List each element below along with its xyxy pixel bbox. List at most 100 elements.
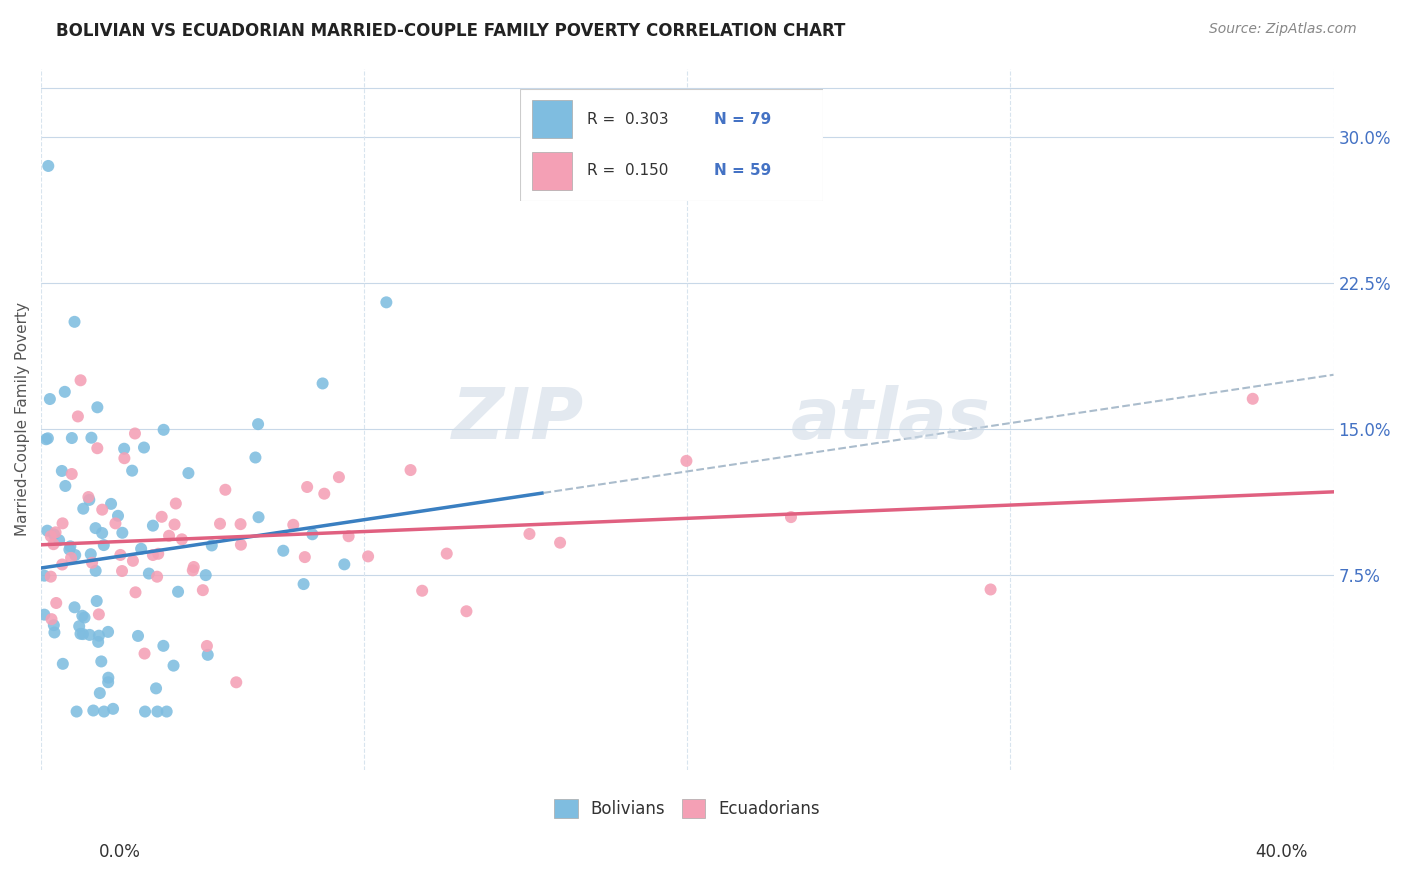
Point <box>375 295 398 310</box>
Point <box>124 585 146 599</box>
Point <box>122 554 145 568</box>
Point <box>63 315 86 329</box>
Point <box>294 550 316 565</box>
Point <box>87 607 110 622</box>
Point <box>37 524 59 538</box>
Point <box>42 618 65 632</box>
Point <box>146 570 169 584</box>
FancyBboxPatch shape <box>533 100 572 138</box>
Point <box>59 540 82 554</box>
Point <box>162 658 184 673</box>
Point <box>65 705 87 719</box>
Point <box>72 627 94 641</box>
Point <box>247 417 270 432</box>
Text: R =  0.150: R = 0.150 <box>586 163 668 178</box>
Point <box>80 431 103 445</box>
Point <box>142 548 165 562</box>
FancyBboxPatch shape <box>520 89 823 201</box>
Text: R =  0.303: R = 0.303 <box>586 112 668 127</box>
Point <box>163 517 186 532</box>
Point <box>77 490 100 504</box>
Point <box>181 563 204 577</box>
Point <box>148 547 170 561</box>
Point <box>73 610 96 624</box>
Point <box>37 431 59 445</box>
Y-axis label: Married-Couple Family Poverty: Married-Couple Family Poverty <box>15 302 30 536</box>
Point <box>90 655 112 669</box>
Point <box>156 705 179 719</box>
Point <box>93 538 115 552</box>
Point <box>51 464 73 478</box>
Point <box>519 527 541 541</box>
Point <box>89 686 111 700</box>
Point <box>146 705 169 719</box>
Point <box>80 547 103 561</box>
Text: atlas: atlas <box>790 384 990 454</box>
Point <box>86 401 108 415</box>
Point <box>52 516 75 531</box>
Point <box>45 525 67 540</box>
Point <box>675 454 697 468</box>
Point <box>86 441 108 455</box>
Point <box>142 518 165 533</box>
Point <box>194 568 217 582</box>
Point <box>91 502 114 516</box>
Point <box>66 409 89 424</box>
Point <box>121 464 143 478</box>
Point <box>980 582 1002 597</box>
Point <box>191 583 214 598</box>
Point <box>111 564 134 578</box>
Point <box>38 392 60 406</box>
Point <box>41 612 63 626</box>
Point <box>399 463 422 477</box>
Point <box>456 604 478 618</box>
Point <box>314 486 336 500</box>
Text: 0.0%: 0.0% <box>98 843 141 861</box>
Point <box>79 492 101 507</box>
Point <box>283 517 305 532</box>
Point <box>229 517 252 532</box>
Point <box>72 501 94 516</box>
Point <box>271 543 294 558</box>
Point <box>82 704 104 718</box>
Point <box>87 629 110 643</box>
Point <box>145 681 167 696</box>
Legend: Bolivians, Ecuadorians: Bolivians, Ecuadorians <box>547 792 827 825</box>
Point <box>69 373 91 387</box>
Point <box>333 558 356 572</box>
Point <box>60 431 83 445</box>
Point <box>1241 392 1264 406</box>
Point <box>44 625 66 640</box>
Point <box>63 548 86 562</box>
Point <box>53 384 76 399</box>
Point <box>48 533 70 548</box>
Point <box>42 527 65 541</box>
Point <box>37 159 59 173</box>
Point <box>132 441 155 455</box>
Point <box>292 577 315 591</box>
Point <box>53 479 76 493</box>
Point <box>67 619 90 633</box>
Point <box>152 423 174 437</box>
Point <box>97 675 120 690</box>
Point <box>548 535 571 549</box>
Point <box>229 538 252 552</box>
Point <box>201 538 224 552</box>
Point <box>60 467 83 481</box>
Point <box>42 537 65 551</box>
Point <box>127 629 149 643</box>
Point <box>134 705 156 719</box>
Point <box>134 647 156 661</box>
Point <box>100 497 122 511</box>
Text: ZIP: ZIP <box>451 384 583 454</box>
Point <box>337 529 360 543</box>
Point <box>86 594 108 608</box>
Text: N = 79: N = 79 <box>714 112 770 127</box>
Point <box>195 639 218 653</box>
Point <box>411 583 433 598</box>
Point <box>79 628 101 642</box>
Point <box>225 675 247 690</box>
Point <box>93 705 115 719</box>
Point <box>34 607 56 622</box>
Point <box>214 483 236 497</box>
